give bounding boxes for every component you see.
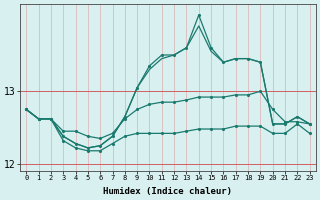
X-axis label: Humidex (Indice chaleur): Humidex (Indice chaleur) <box>103 187 232 196</box>
